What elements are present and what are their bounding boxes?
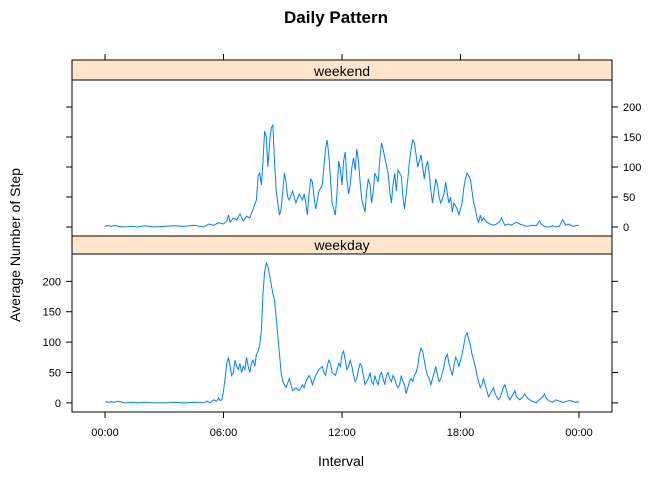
panel-weekend: weekend 0 50 100 150 200 <box>66 59 641 237</box>
strip-label-weekday: weekday <box>313 237 369 253</box>
panel-border-weekend <box>71 79 613 237</box>
panel-border-weekday <box>71 253 613 413</box>
y-tick-label-weekday: 150 <box>43 307 61 319</box>
strip-label-weekend: weekend <box>313 63 370 79</box>
y-tick-label-weekend: 0 <box>623 222 629 234</box>
y-axis-label: Average Number of Step <box>7 168 23 322</box>
x-tick-label: 00:00 <box>91 427 119 439</box>
y-tick-label-weekend: 200 <box>623 102 641 114</box>
y-tick-label-weekend: 50 <box>623 192 635 204</box>
x-tick-label: 06:00 <box>210 427 238 439</box>
x-tick-label: 18:00 <box>447 427 475 439</box>
y-tick-label-weekday: 200 <box>43 276 61 288</box>
x-tick-label: 12:00 <box>328 427 356 439</box>
y-tick-label-weekend: 100 <box>623 162 641 174</box>
chart-title: Daily Pattern <box>284 8 388 27</box>
x-axis-label: Interval <box>318 453 364 469</box>
series-line-weekday <box>104 261 580 404</box>
panel-weekday: weekday 0 50 100 150 200 <box>43 235 618 413</box>
y-tick-label-weekday: 0 <box>55 398 61 410</box>
series-line-weekend <box>104 123 580 228</box>
y-tick-label-weekday: 50 <box>49 368 61 380</box>
y-tick-label-weekend: 150 <box>623 132 641 144</box>
y-tick-label-weekday: 100 <box>43 337 61 349</box>
panels-layer: weekend 0 50 100 150 200 weekday 0 50 100 150 200 00… <box>43 54 641 439</box>
x-tick-label: 00:00 <box>565 427 593 439</box>
